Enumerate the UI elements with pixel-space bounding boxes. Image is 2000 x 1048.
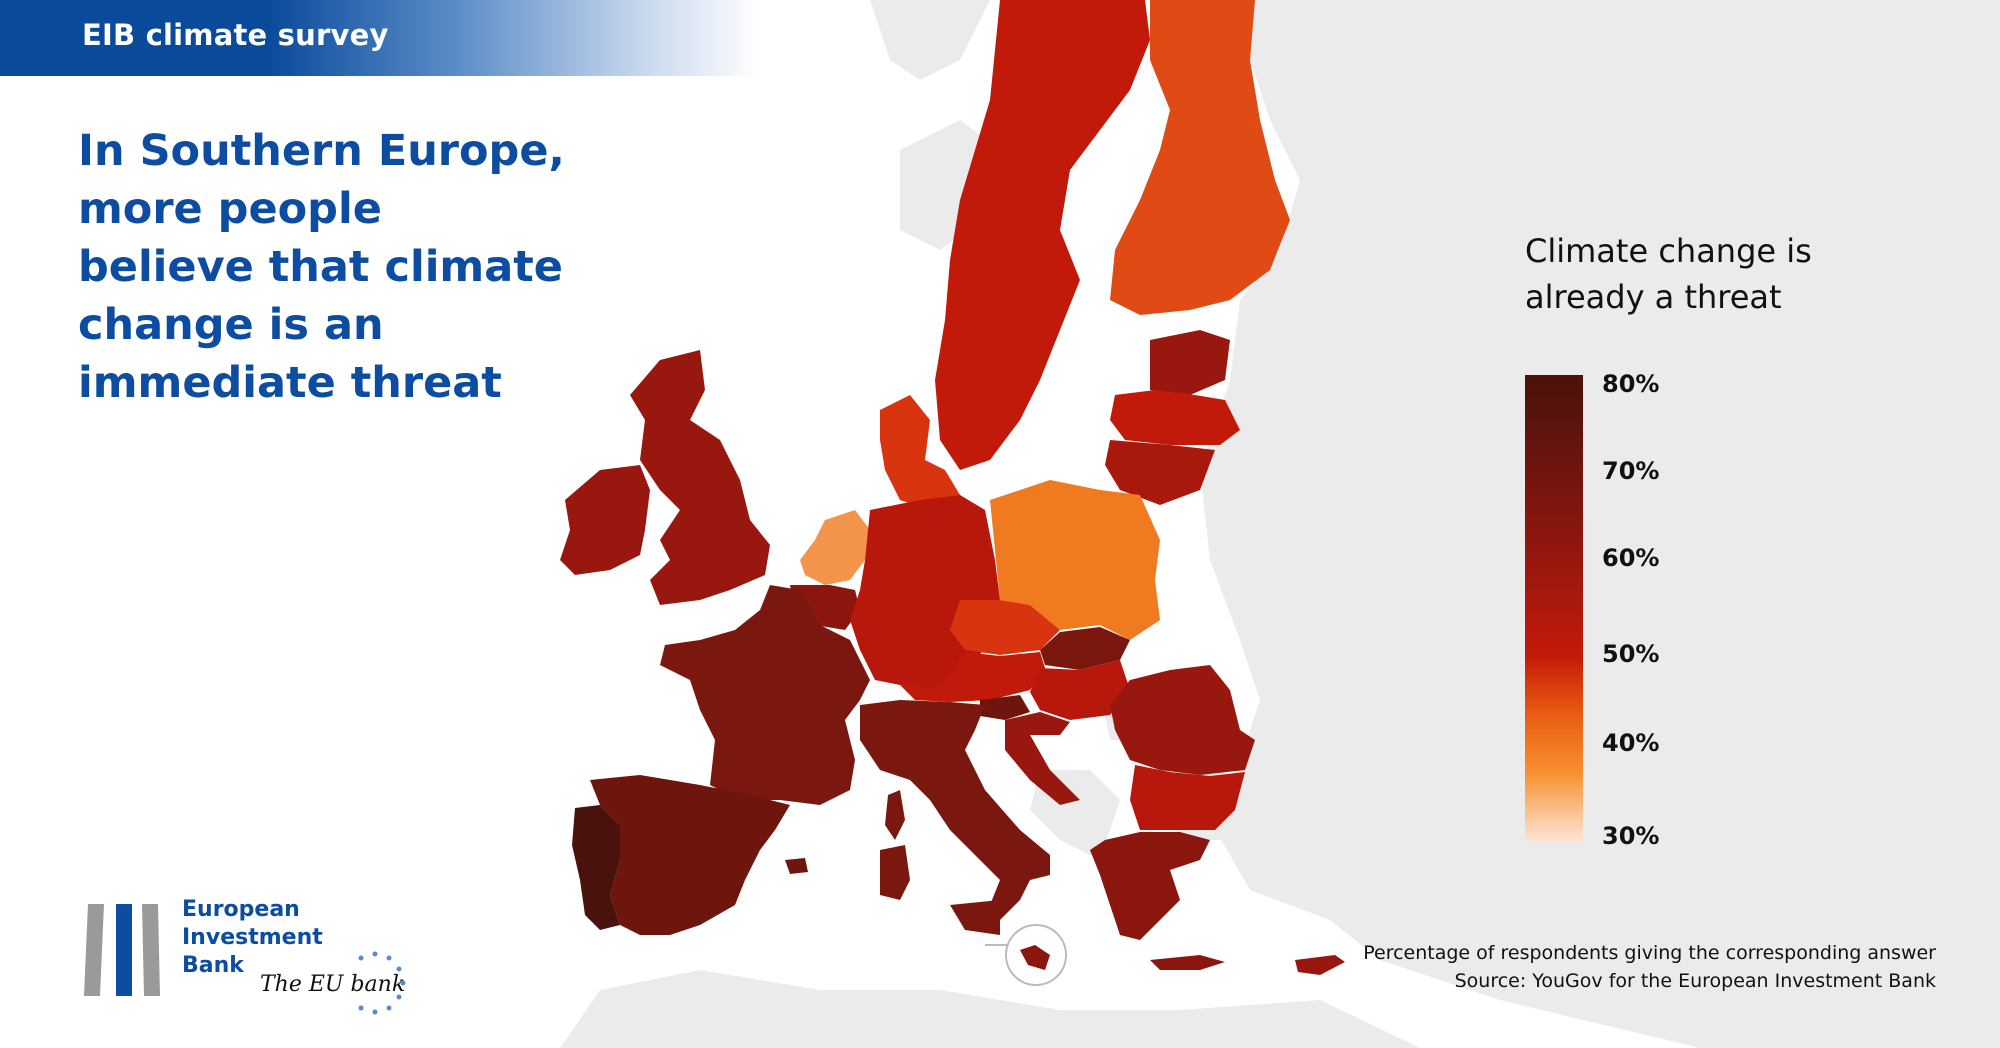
country-france: [660, 585, 870, 805]
legend-title-line: Climate change is: [1525, 232, 1812, 270]
respondents-note: Percentage of respondents giving the cor…: [1363, 942, 1936, 964]
headline-line: immediate threat: [78, 358, 502, 408]
country-czechia: [950, 600, 1060, 655]
country-malta: [1020, 945, 1050, 970]
country-denmark: [880, 395, 960, 510]
header-bar: [0, 0, 760, 76]
country-croatia: [1005, 712, 1080, 805]
country-united-kingdom: [630, 350, 770, 605]
logo-line: European: [182, 897, 300, 922]
country-austria: [900, 652, 1045, 702]
legend-tick-60: 60%: [1602, 544, 1660, 572]
legend-title-line: already a threat: [1525, 278, 1782, 316]
country-ireland: [560, 465, 650, 575]
legend-tick-40: 40%: [1602, 729, 1660, 757]
legend-tick-50: 50%: [1602, 640, 1660, 668]
country-slovenia: [980, 695, 1030, 720]
eib-logo-text: European Investment Bank: [182, 896, 323, 980]
legend-title: Climate change is already a threat: [1525, 228, 1812, 320]
logo-line: Bank: [182, 953, 244, 978]
source-note: Source: YouGov for the European Investme…: [1454, 970, 1936, 992]
headline-line: believe that climate: [78, 242, 563, 292]
country-latvia: [1110, 390, 1240, 445]
country-finland: [1110, 0, 1290, 315]
headline: In Southern Europe, more people believe …: [78, 122, 598, 412]
country-slovakia: [1040, 627, 1130, 670]
country-sweden: [935, 0, 1150, 470]
country-portugal: [572, 805, 620, 930]
country-lithuania: [1105, 440, 1215, 505]
country-greece: [1090, 832, 1210, 940]
legend-tick-30: 30%: [1602, 822, 1660, 850]
legend-tick-80: 80%: [1602, 370, 1660, 398]
legend-tick-70: 70%: [1602, 457, 1660, 485]
country-poland: [990, 480, 1160, 640]
malta-inset-circle: [1005, 924, 1067, 986]
eu-stars-icon: [358, 951, 406, 1015]
logo-line: Investment: [182, 925, 323, 950]
country-greece-crete: [1150, 955, 1225, 970]
country-spain: [590, 775, 790, 935]
eib-logo-mark: [84, 904, 160, 996]
country-italy-sardinia: [880, 845, 910, 900]
headline-line: change is an: [78, 300, 384, 350]
country-estonia: [1150, 330, 1230, 395]
background-land: [560, 0, 2000, 1048]
eu-bank-tagline: The EU bank: [260, 972, 406, 997]
country-bulgaria: [1130, 765, 1245, 830]
country-cyprus: [1295, 955, 1345, 975]
headline-line: In Southern Europe,: [78, 126, 565, 176]
country-italy-sicily: [950, 900, 1000, 935]
legend-color-scale: [1525, 375, 1583, 843]
header-label: EIB climate survey: [82, 18, 389, 52]
countries: [560, 0, 1345, 986]
country-netherlands: [800, 510, 870, 585]
country-italy: [860, 700, 1050, 920]
country-spain-balearic: [785, 858, 808, 874]
country-france-corsica: [885, 790, 905, 840]
headline-line: more people: [78, 184, 382, 234]
country-hungary: [1030, 660, 1130, 720]
country-romania: [1110, 665, 1255, 775]
